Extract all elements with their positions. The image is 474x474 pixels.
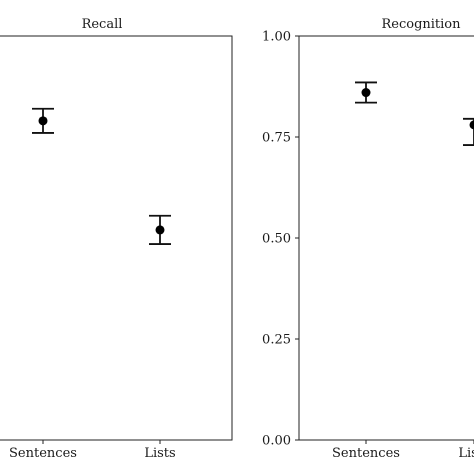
x-tick-label: Lists	[458, 446, 474, 461]
plot-frame-recall	[0, 35, 233, 441]
y-axis-recognition: 0.00 0.25 0.50 0.75 1.00	[262, 30, 299, 449]
y-tick-label: 0.75	[262, 131, 291, 146]
data-points-recall	[32, 107, 171, 245]
panel-title-recall: Recall	[82, 17, 123, 32]
point-sentences	[361, 88, 371, 98]
error-bar-lists	[463, 117, 474, 146]
recall-panel: Recall Sentences Lists	[0, 17, 233, 461]
x-tick-label: Sentences	[332, 446, 400, 461]
y-tick-label: 0.25	[262, 333, 291, 348]
recognition-panel: Recognition 0.00 0.25 0.50 0.75 1.00 Sentenc…	[262, 17, 474, 461]
point-lists	[155, 225, 165, 235]
x-axis-recall: Sentences Lists	[9, 440, 176, 461]
point-sentences	[38, 116, 48, 126]
x-axis-recognition: Sentences Lists	[332, 440, 474, 461]
x-tick-label: Lists	[144, 446, 175, 461]
y-tick-label: 1.00	[262, 30, 291, 45]
panel-title-recognition: Recognition	[381, 17, 461, 32]
point-lists	[469, 120, 474, 130]
x-tick-label: Sentences	[9, 446, 77, 461]
data-points-recognition	[355, 81, 474, 146]
y-tick-label: 0.50	[262, 232, 291, 247]
plot-frame-recognition	[298, 35, 474, 441]
y-tick-label: 0.00	[262, 434, 291, 449]
